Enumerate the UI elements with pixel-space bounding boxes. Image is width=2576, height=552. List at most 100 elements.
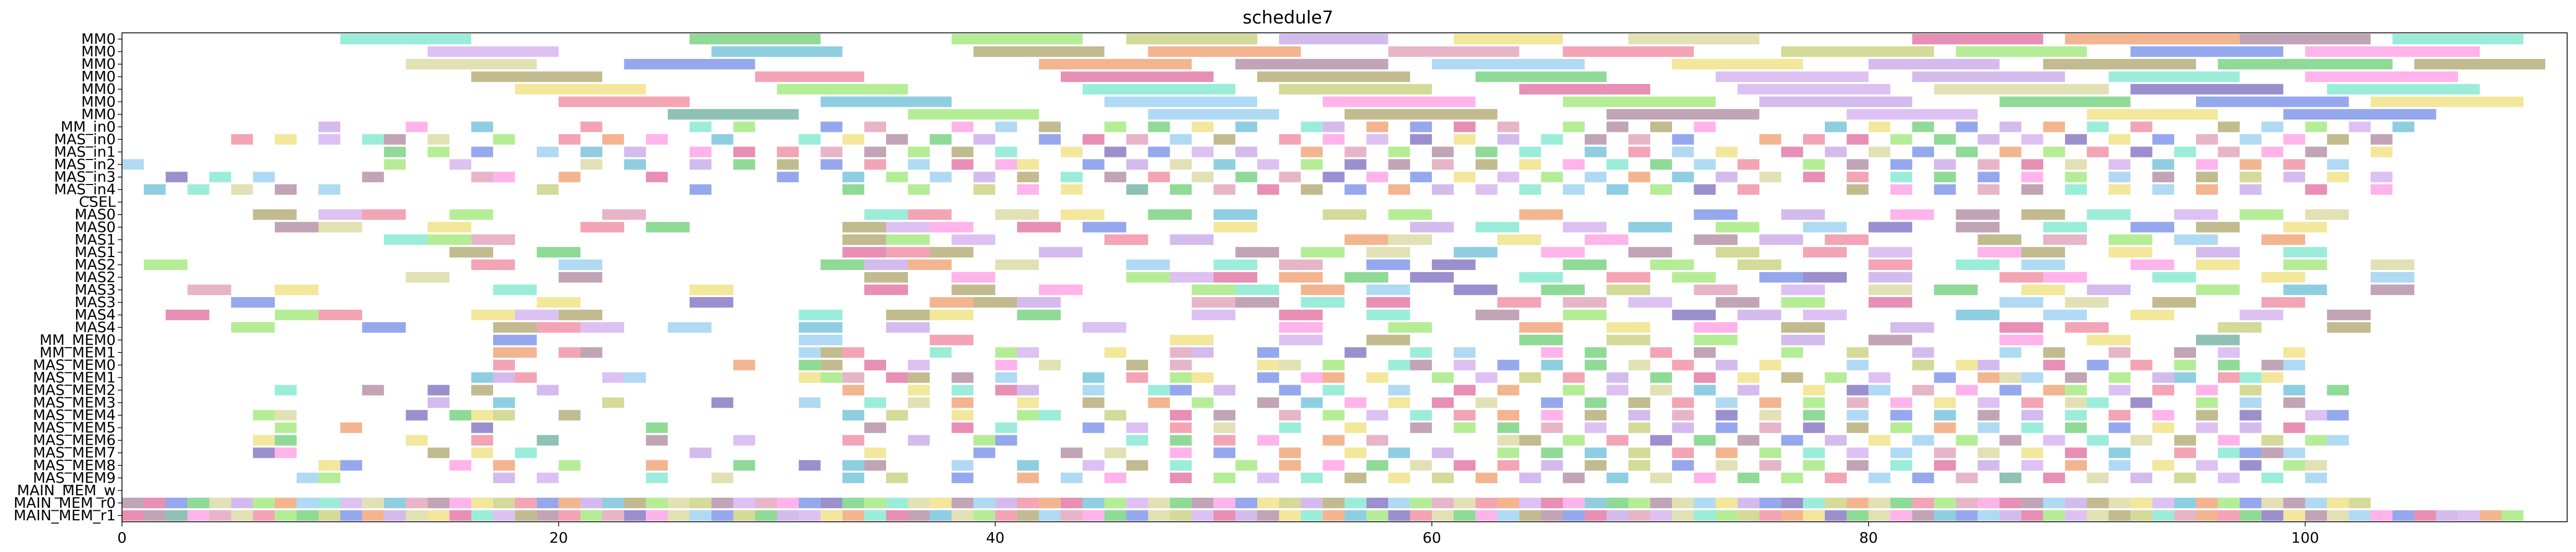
row-label: MM_MEM1 — [40, 344, 116, 361]
task-bar — [1759, 410, 1782, 421]
task-bar — [2087, 109, 2218, 120]
task-bar — [2130, 360, 2153, 371]
row-label: MAS0 — [75, 206, 116, 223]
task-bar — [1061, 71, 1214, 82]
task-bar — [2261, 297, 2305, 308]
task-bar — [2000, 96, 2131, 107]
task-bar — [1846, 184, 1869, 195]
task-bar — [2108, 159, 2131, 170]
task-bar — [1541, 410, 1563, 421]
task-bar — [2130, 397, 2153, 408]
task-bar — [1126, 372, 1148, 383]
task-bar — [668, 510, 690, 521]
task-bar — [799, 134, 821, 145]
task-bar — [1628, 33, 1760, 45]
task-bar — [2458, 510, 2480, 521]
task-bar — [2283, 422, 2305, 433]
task-bar — [1213, 497, 1236, 508]
task-bar — [187, 184, 210, 195]
task-bar — [1585, 171, 1607, 182]
task-bar — [2239, 184, 2262, 195]
task-bar — [2087, 497, 2109, 508]
task-bar — [536, 510, 559, 521]
task-bar — [1737, 159, 1760, 170]
task-bar — [493, 171, 515, 182]
row-label: MAS_MEM6 — [33, 432, 116, 449]
task-bar — [973, 46, 1105, 57]
task-bar — [1978, 510, 2000, 521]
task-bar — [2065, 447, 2087, 458]
task-bar — [231, 134, 253, 145]
task-bar — [2239, 510, 2262, 521]
task-bar — [1912, 71, 2065, 82]
task-bar — [1650, 510, 1672, 521]
task-bar — [2152, 497, 2175, 508]
task-bar — [1170, 159, 1192, 170]
task-bar — [1344, 184, 1367, 195]
task-bar — [1388, 397, 1410, 408]
task-bar — [1978, 460, 2000, 471]
task-bar — [2196, 159, 2218, 170]
task-bar — [1410, 272, 1454, 283]
task-bar — [2130, 472, 2153, 483]
task-bar — [1344, 447, 1367, 458]
row-label: CSEL — [79, 193, 116, 211]
task-bar — [1235, 146, 1257, 157]
task-bar — [1890, 159, 1912, 170]
task-bar — [711, 46, 843, 57]
task-bar — [2239, 372, 2262, 383]
task-bar — [2261, 146, 2284, 157]
task-bar — [1322, 460, 1345, 471]
task-bar — [1366, 259, 1410, 270]
task-bar — [2000, 121, 2021, 132]
task-bar — [340, 497, 362, 508]
task-bar — [1432, 510, 1454, 521]
task-bar — [165, 497, 188, 508]
task-bar — [646, 222, 690, 232]
task-bar — [1628, 222, 1672, 232]
task-bar — [1846, 360, 1869, 371]
task-bar — [842, 134, 865, 145]
task-bar — [2021, 159, 2043, 170]
task-bar — [2239, 447, 2262, 458]
task-bar — [973, 447, 996, 458]
task-bar — [1890, 447, 1912, 458]
task-bar — [1497, 297, 1541, 308]
task-bar — [1061, 209, 1105, 220]
task-bar — [755, 510, 777, 521]
task-bar — [1257, 71, 1410, 82]
task-bar — [1978, 247, 2021, 257]
task-bar — [2065, 460, 2087, 471]
task-bar — [275, 385, 297, 396]
task-bar — [1541, 347, 1563, 358]
task-bar — [777, 84, 908, 95]
task-bar — [646, 134, 668, 145]
task-bar — [1978, 447, 2000, 458]
task-bar — [1082, 460, 1105, 471]
task-bar — [973, 497, 996, 508]
task-bar — [1432, 397, 1454, 408]
task-bar — [1410, 422, 1432, 433]
task-bar — [1192, 121, 1214, 132]
task-bar — [1715, 497, 1738, 508]
task-bar — [1563, 259, 1607, 270]
task-bar — [1322, 360, 1345, 371]
task-bar — [2043, 222, 2087, 232]
task-bar — [2065, 510, 2087, 521]
task-bar — [558, 259, 603, 270]
task-bar — [471, 372, 493, 383]
task-bar — [2174, 497, 2196, 508]
task-bar — [1606, 385, 1628, 396]
task-bar — [2065, 497, 2087, 508]
task-bar — [2283, 171, 2305, 182]
task-bar — [1213, 209, 1257, 220]
task-bar — [1192, 397, 1214, 408]
task-bar — [1934, 159, 1956, 170]
task-bar — [2152, 184, 2175, 195]
task-bar — [2021, 397, 2043, 408]
task-bar — [2327, 497, 2349, 508]
task-bar — [646, 435, 668, 446]
task-bar — [886, 222, 930, 232]
task-bar — [1868, 222, 1912, 232]
task-bar — [1061, 497, 1083, 508]
